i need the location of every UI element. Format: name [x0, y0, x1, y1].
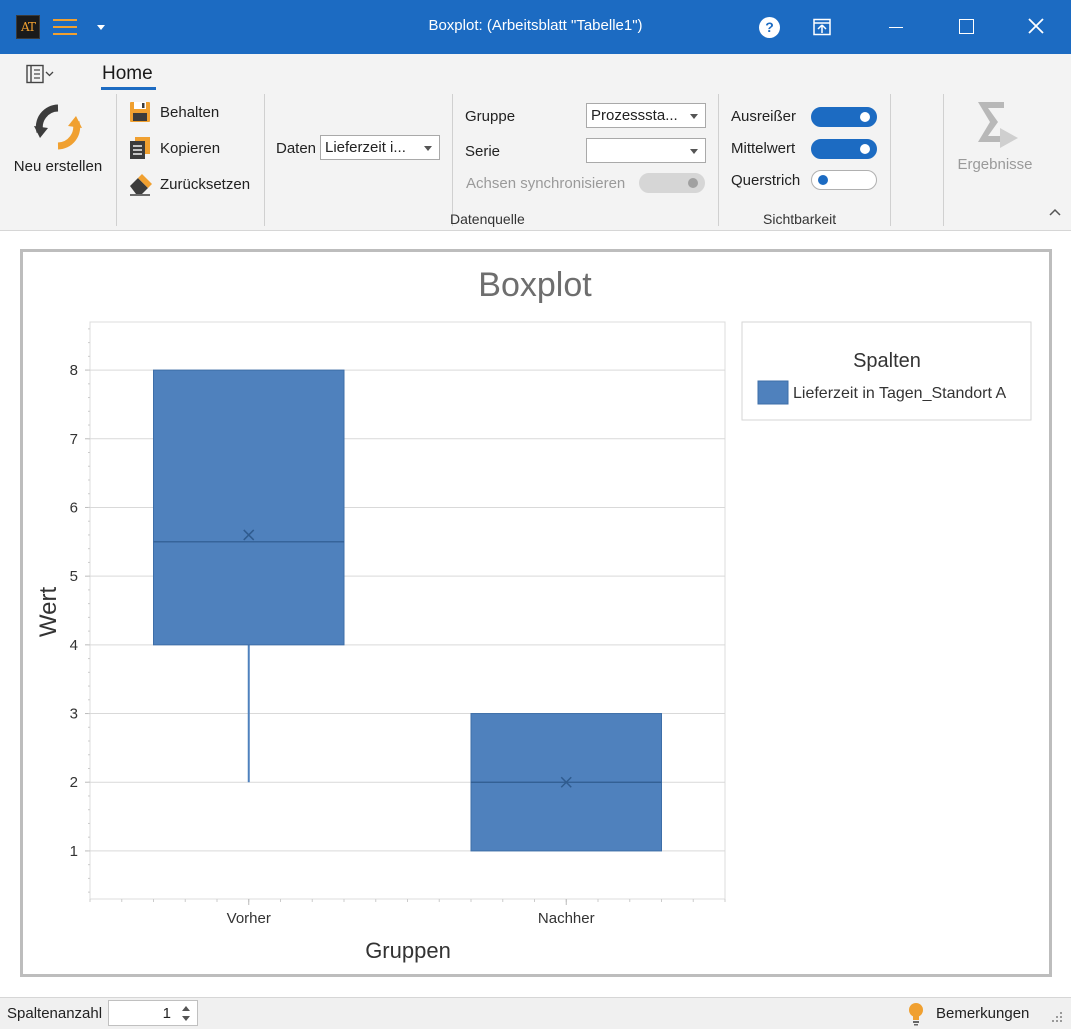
group-label: Gruppe [465, 108, 516, 125]
crossbar-toggle[interactable] [811, 170, 877, 190]
separator [718, 94, 719, 226]
data-select[interactable]: Lieferzeit i... [320, 135, 440, 160]
copy-icon [130, 137, 150, 159]
mean-toggle[interactable] [811, 139, 877, 159]
chevron-down-icon [690, 114, 698, 119]
help-icon[interactable]: ? [759, 17, 780, 38]
y-tick-label: 3 [70, 706, 78, 723]
legend: Spalten Lieferzeit in Tagen_Standort A [741, 321, 1032, 421]
y-tick-label: 1 [70, 843, 78, 860]
eraser-icon [130, 174, 152, 196]
separator [943, 94, 944, 226]
group-select[interactable]: Prozesssta... [586, 103, 706, 128]
copy-button-label: Kopieren [160, 139, 221, 157]
app-logo-icon[interactable]: AT [16, 15, 40, 39]
sigma-icon [978, 102, 1018, 148]
outliers-toggle[interactable] [811, 107, 877, 127]
quick-access-dropdown-icon[interactable] [95, 20, 109, 34]
separator [890, 94, 891, 226]
y-tick-label: 2 [70, 774, 78, 791]
resize-grip-icon[interactable] [1048, 1008, 1064, 1024]
x-axis-title: Gruppen [365, 938, 451, 963]
separator [116, 94, 117, 226]
y-tick-label: 5 [70, 568, 78, 585]
separator [264, 94, 265, 226]
active-tab-indicator [101, 87, 156, 90]
backstage-menu-icon[interactable] [26, 64, 56, 84]
close-button[interactable] [1020, 12, 1052, 42]
chevron-up-icon[interactable] [1048, 206, 1062, 218]
x-tick-label: Nachher [538, 910, 595, 927]
remarks-button[interactable]: Bemerkungen [936, 1005, 1030, 1022]
spin-up-icon[interactable] [182, 1006, 190, 1011]
save-icon [130, 102, 150, 122]
y-axis-title: Wert [35, 587, 62, 638]
chevron-down-icon [424, 146, 432, 151]
tab-home[interactable]: Home [102, 63, 153, 84]
reset-button[interactable]: Zurücksetzen [128, 171, 250, 197]
separator [452, 94, 453, 226]
outliers-label: Ausreißer [731, 108, 797, 125]
menu-icon[interactable] [53, 19, 77, 35]
new-button-label: Neu erstellen [13, 158, 103, 175]
title-bar: AT Boxplot: (Arbeitsblatt "Tabelle1") ? [0, 0, 1071, 54]
crossbar-label: Querstrich [731, 172, 801, 189]
data-select-value: Lieferzeit i... [325, 139, 406, 156]
series-select[interactable] [586, 138, 706, 163]
new-button[interactable]: Neu erstellen [8, 102, 108, 175]
y-tick-label: 6 [70, 499, 78, 516]
series-label: Serie [465, 143, 501, 160]
boxplot-chart: Boxplot 1 2 3 4 5 6 7 8 Vorher Nachher Gruppen We… [35, 266, 1032, 963]
column-count-value: 1 [162, 1005, 171, 1022]
y-tick-label: 4 [70, 637, 78, 654]
y-tick-label: 7 [70, 431, 78, 448]
reset-button-label: Zurücksetzen [160, 175, 251, 193]
legend-title: Spalten [853, 350, 921, 372]
legend-swatch [757, 380, 789, 405]
keep-button-label: Behalten [160, 103, 220, 121]
results-button[interactable]: Ergebnisse [945, 98, 1045, 173]
status-bar: Spaltenanzahl 1 Bemerkungen [0, 997, 1071, 1029]
pin-window-icon[interactable] [812, 18, 832, 36]
chevron-down-icon [690, 149, 698, 154]
mean-marker [243, 529, 255, 541]
data-label: Daten [276, 140, 317, 157]
sync-axes-toggle[interactable] [639, 173, 705, 193]
legend-entry: Lieferzeit in Tagen_Standort A [793, 385, 1007, 402]
sync-axes-label: Achsen synchronisieren [466, 175, 626, 192]
keep-button[interactable]: Behalten [128, 99, 219, 125]
spin-down-icon[interactable] [182, 1016, 190, 1021]
chart-panel: Boxplot 1 2 3 4 5 6 7 8 Vorher Nachher Gruppen We… [20, 249, 1052, 977]
chart-title: Boxplot [478, 266, 592, 304]
copy-button[interactable]: Kopieren [128, 135, 220, 161]
group-select-value: Prozesssta... [591, 107, 678, 124]
refresh-icon [34, 104, 82, 150]
datasource-group-label: Datenquelle [450, 211, 525, 227]
column-count-stepper[interactable]: 1 [108, 1000, 198, 1026]
mean-marker [560, 776, 572, 788]
ribbon: Home Neu erstellen Behalten Kopieren [0, 54, 1071, 231]
lightbulb-icon[interactable] [907, 1002, 925, 1026]
box-vorher [153, 369, 345, 646]
x-tick-label: Vorher [227, 910, 271, 927]
results-button-label: Ergebnisse [957, 156, 1033, 173]
mean-label: Mittelwert [731, 140, 796, 157]
y-tick-label: 8 [70, 362, 78, 379]
visibility-group-label: Sichtbarkeit [763, 211, 837, 227]
maximize-button[interactable] [950, 12, 982, 42]
column-count-label: Spaltenanzahl [7, 1005, 103, 1022]
minimize-button[interactable] [880, 12, 912, 42]
